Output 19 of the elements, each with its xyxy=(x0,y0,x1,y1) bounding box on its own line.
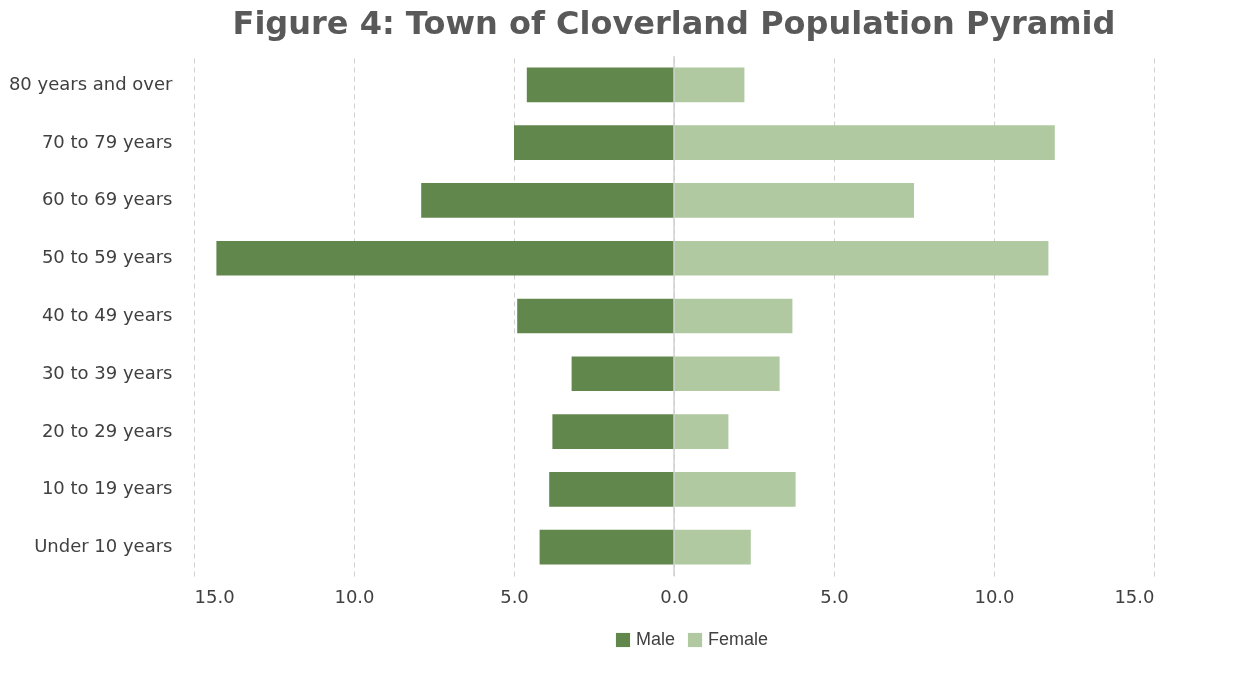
legend-label: Female xyxy=(708,629,769,649)
x-tick-label: 5.0 xyxy=(500,585,529,607)
y-tick-label: 80 years and over xyxy=(8,72,174,94)
y-tick-label: 50 to 59 years xyxy=(41,246,173,268)
x-tick-label: 15.0 xyxy=(1114,585,1155,607)
y-tick-label: 20 to 29 years xyxy=(41,419,173,441)
y-tick-label: 60 to 69 years xyxy=(41,188,173,210)
y-tick-label: 30 to 39 years xyxy=(41,361,173,383)
y-tick-label: 40 to 49 years xyxy=(41,304,173,325)
chart-title: Figure 4: Town of Cloverland Population Pyramid xyxy=(232,4,1116,43)
x-tick-label: 5.0 xyxy=(820,585,849,607)
x-tick-label: 10.0 xyxy=(974,585,1015,607)
y-tick-label: 10 to 19 years xyxy=(41,477,173,499)
x-tick-label: 0.0 xyxy=(660,585,689,607)
x-tick-label: 15.0 xyxy=(194,585,235,607)
y-tick-label: Under 10 years xyxy=(34,535,173,557)
x-tick-label: 10.0 xyxy=(334,585,375,607)
y-tick-label: 70 to 79 years xyxy=(41,130,173,152)
legend-label: Male xyxy=(636,629,676,649)
